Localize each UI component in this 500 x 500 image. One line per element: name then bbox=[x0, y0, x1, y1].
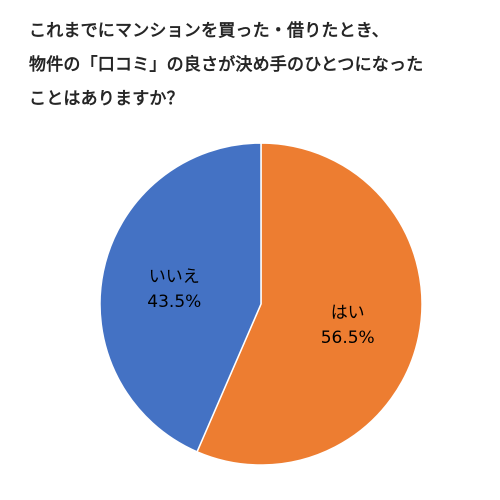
chart-title-line-2: 物件の「口コミ」の良さが決め手のひとつになった bbox=[29, 55, 424, 75]
pie-slice-yes bbox=[196, 142, 423, 466]
slice-value-no: 43.5% bbox=[147, 292, 201, 312]
pie-slice-no bbox=[99, 142, 262, 453]
slice-value-yes: 56.5% bbox=[321, 328, 375, 348]
slice-label-yes: はい bbox=[331, 303, 365, 323]
chart-title-line-1: これまでにマンションを買った・借りたとき、 bbox=[29, 21, 390, 41]
chart-title-line-3: ことはありますか？ bbox=[29, 89, 184, 109]
slice-label-no: いいえ bbox=[149, 267, 200, 287]
chart-title: これまでにマンションを買った・借りたとき、 物件の「口コミ」の良さが決め手のひと… bbox=[29, 14, 489, 116]
